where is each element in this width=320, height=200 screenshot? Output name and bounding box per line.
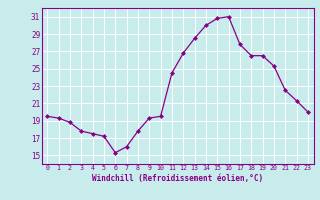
X-axis label: Windchill (Refroidissement éolien,°C): Windchill (Refroidissement éolien,°C) [92, 174, 263, 183]
